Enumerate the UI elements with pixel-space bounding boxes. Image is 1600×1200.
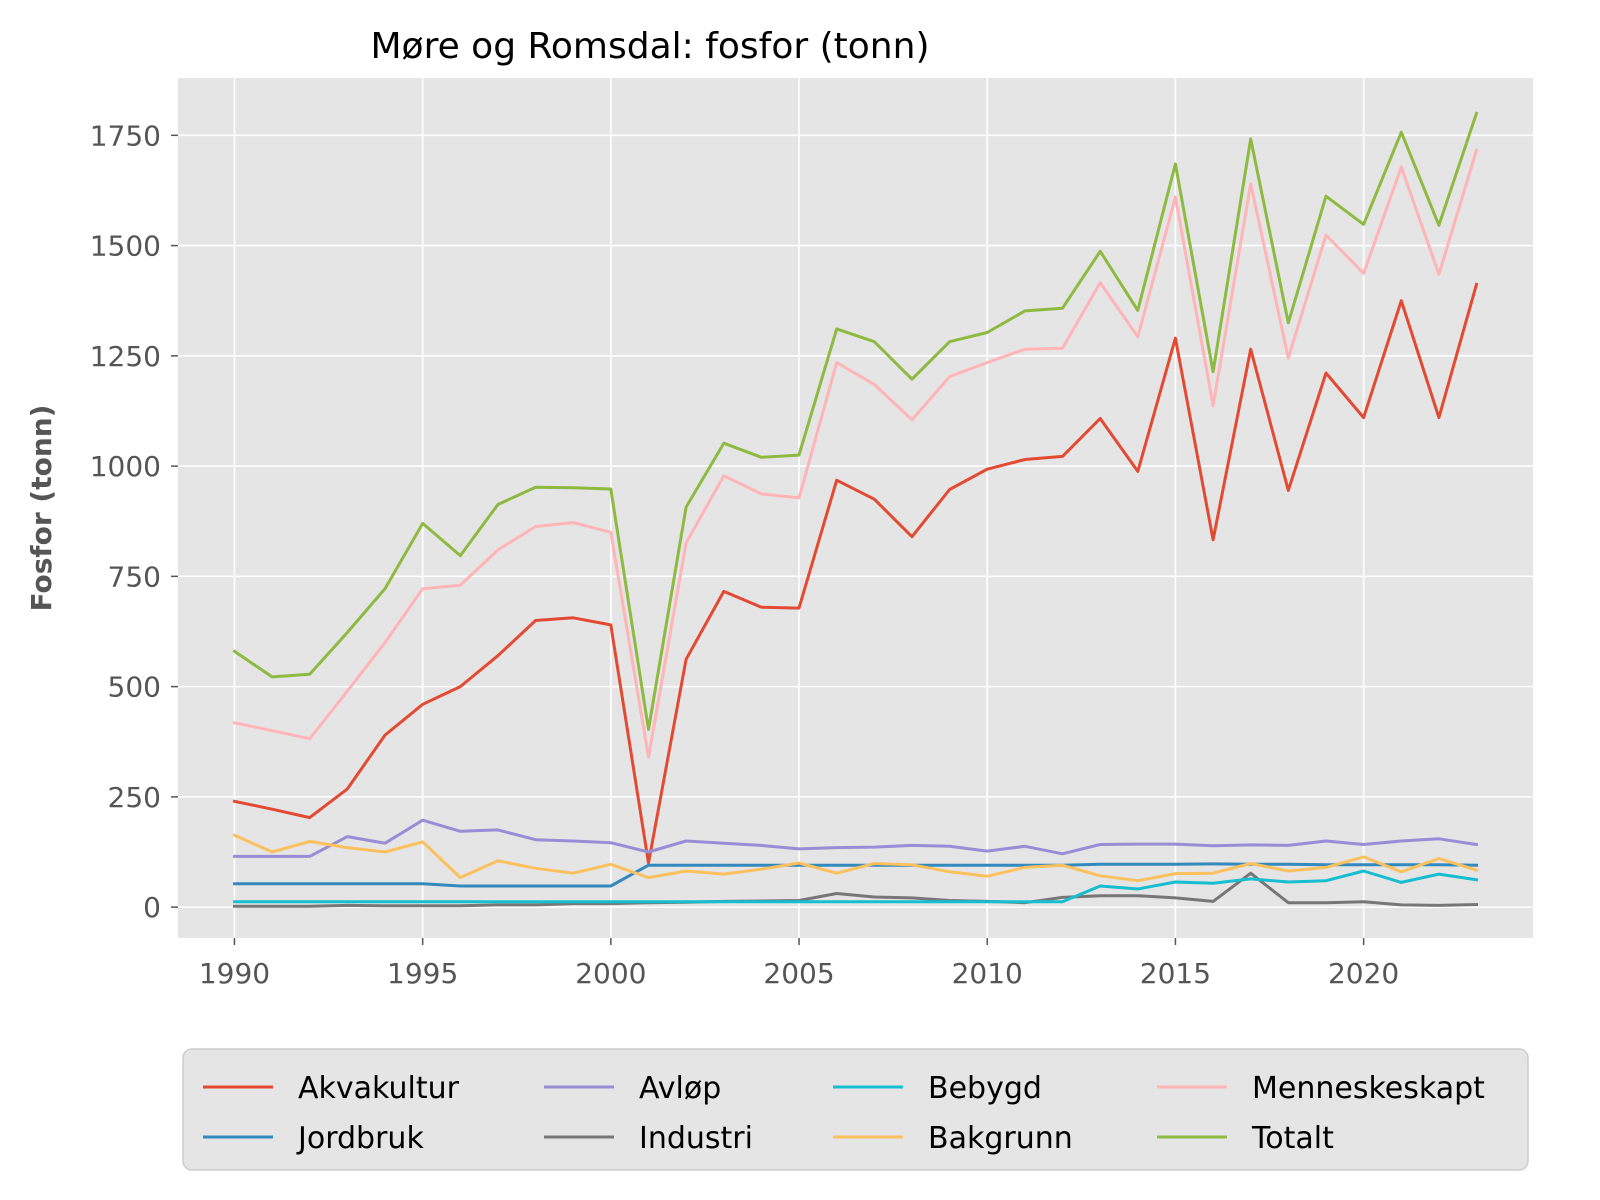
- series-line-totalt: [232, 111, 1479, 731]
- legend-label: Totalt: [1251, 1121, 1334, 1156]
- x-tick-label: 2010: [952, 957, 1023, 990]
- y-tick-label: 1500: [90, 230, 161, 263]
- x-tick-label: 1990: [199, 957, 270, 990]
- series-line-akvakultur: [232, 282, 1479, 865]
- y-tick-label: 1750: [90, 119, 161, 152]
- legend-box: [182, 1048, 1529, 1171]
- plot-area: [178, 78, 1533, 938]
- legend-label: Akvakultur: [298, 1071, 460, 1106]
- legend-label: Menneskeskapt: [1252, 1071, 1485, 1106]
- y-tick-label: 750: [108, 560, 161, 593]
- legend-label: Bakgrunn: [928, 1121, 1073, 1156]
- series-line-jordbruk: [233, 862, 1479, 888]
- x-axis: 1990 1995 2000 2005 2010 2015 2020: [199, 938, 1399, 990]
- series-line-avløp: [233, 818, 1479, 858]
- series-line-industri: [233, 871, 1479, 908]
- x-tick-label: 2020: [1328, 957, 1399, 990]
- y-axis: 0 250 500 750 1000 1250 1500 1750: [90, 119, 178, 924]
- legend-label: Jordbruk: [296, 1121, 424, 1156]
- y-tick-label: 0: [143, 891, 161, 924]
- legend: Akvakultur Jordbruk Avløp Industri Bebygd Bak…: [182, 1048, 1529, 1171]
- y-axis-label: Fosfor (tonn): [25, 405, 58, 612]
- x-tick-label: 1995: [387, 957, 458, 990]
- series-line-bakgrunn: [232, 833, 1479, 883]
- x-tick-label: 2005: [763, 957, 834, 990]
- x-tick-label: 2015: [1140, 957, 1211, 990]
- y-tick-label: 1250: [90, 340, 161, 373]
- y-tick-label: 1000: [90, 450, 161, 483]
- y-tick-label: 500: [108, 671, 161, 704]
- legend-label: Industri: [639, 1121, 753, 1156]
- series-line-bebygd: [233, 869, 1479, 904]
- chart-title: Møre og Romsdal: fosfor (tonn): [370, 26, 929, 67]
- x-tick-label: 2000: [575, 957, 646, 990]
- series-lines: [232, 111, 1479, 908]
- series-line-menneskeskapt: [232, 148, 1479, 759]
- legend-label: Avløp: [639, 1071, 721, 1106]
- legend-label: Bebygd: [928, 1071, 1042, 1106]
- grid-lines: [178, 78, 1533, 938]
- y-tick-label: 250: [108, 781, 161, 814]
